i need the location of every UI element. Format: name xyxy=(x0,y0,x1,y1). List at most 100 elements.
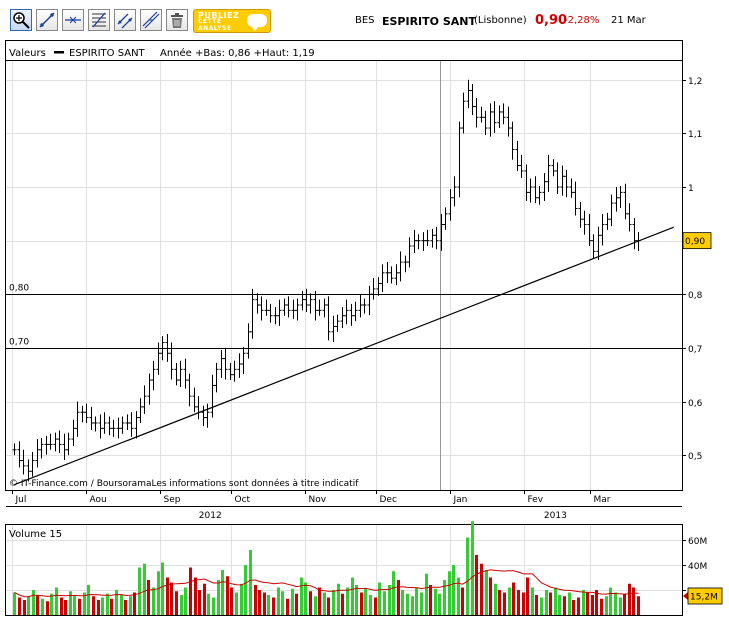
ohlc-bar xyxy=(151,360,156,391)
volume-bar xyxy=(475,555,478,615)
volume-bar xyxy=(600,598,603,615)
volume-bar xyxy=(221,570,224,615)
volume-bar xyxy=(281,591,284,615)
quote-date: 21 Mar xyxy=(611,15,646,26)
ohlc-bar xyxy=(596,226,601,260)
volume-bar xyxy=(360,592,363,615)
volume-bar xyxy=(434,588,437,615)
volume-bar xyxy=(628,583,631,615)
trendline-icon xyxy=(39,12,55,28)
fibonacci-tool[interactable] xyxy=(88,9,110,31)
ohlc-bar xyxy=(537,185,542,205)
volume-bar xyxy=(623,593,626,615)
ohlc-bar xyxy=(304,288,309,312)
ohlc-bar xyxy=(569,178,574,198)
ohlc-bar xyxy=(492,101,497,133)
ohlc-bar xyxy=(322,298,327,318)
volume-label: Volume 15 xyxy=(9,529,62,540)
volume-bar xyxy=(272,597,275,615)
ohlc-bar xyxy=(44,435,49,455)
volume-bar xyxy=(586,592,589,615)
quote-name: ESPIRITO SANT xyxy=(382,15,476,28)
support-line-label: 0,80 xyxy=(9,284,29,294)
volume-bar xyxy=(32,590,35,615)
x-axis: Jul Aou Sep Oct Nov Dec Jan Fev Mar 2012 2013 xyxy=(6,490,682,521)
month-label: Jul xyxy=(15,495,27,505)
quote-change: -2,28% xyxy=(564,15,600,26)
ohlc-bar xyxy=(129,412,134,437)
ohlc-bar xyxy=(452,176,457,207)
ohlc-bar xyxy=(605,212,610,230)
price-tick-label: 0,5 xyxy=(688,452,702,462)
ohlc-bar xyxy=(434,226,439,250)
volume-bar xyxy=(83,592,86,615)
volume-bar xyxy=(503,592,506,615)
volume-bar xyxy=(69,591,72,615)
ohlc-bar xyxy=(488,103,493,137)
ohlc-bar xyxy=(578,202,583,228)
ohlc-bar xyxy=(353,301,358,322)
ohlc-bar xyxy=(564,169,569,198)
ohlc-bar xyxy=(156,342,161,375)
last-volume-label: 15,2M xyxy=(690,593,718,603)
volume-bar xyxy=(240,583,243,615)
ohlc-bar xyxy=(147,373,152,405)
volume-bar xyxy=(55,587,58,615)
volume-bar xyxy=(207,593,210,615)
volume-bar xyxy=(425,573,428,615)
volume-bar xyxy=(549,592,552,615)
ohlc-bar xyxy=(389,266,394,284)
volume-bar xyxy=(166,577,169,615)
ohlc-bar xyxy=(483,110,488,136)
publish-analysis-button[interactable]: PUBLIEZ CETTE ANALYSE xyxy=(193,9,271,33)
ohlc-bar xyxy=(93,416,98,432)
volume-bar xyxy=(314,596,317,615)
ohlc-bar xyxy=(142,385,147,414)
volume-bar xyxy=(448,571,451,615)
ohlc-bar xyxy=(439,213,444,251)
volume-bar xyxy=(374,597,377,615)
volume-bar xyxy=(212,597,215,615)
ohlc-bar xyxy=(326,296,331,341)
volume-bar xyxy=(152,587,155,615)
volume-bar xyxy=(406,593,409,615)
volume-bar xyxy=(512,582,515,615)
trendline-tool[interactable] xyxy=(36,9,58,31)
zoom-tool[interactable] xyxy=(10,9,32,31)
fibonacci-icon xyxy=(92,12,106,28)
quote-price: 0,90 xyxy=(535,13,568,28)
volume-bar xyxy=(498,590,501,615)
ohlc-bar xyxy=(317,299,322,316)
ohlc-bar xyxy=(264,299,269,316)
volume-y-axis: 60M40M20M15,2M xyxy=(682,537,723,605)
channel-tool[interactable] xyxy=(140,9,162,31)
trendline xyxy=(14,226,674,486)
volume-bar xyxy=(355,585,358,615)
horizontal-line-icon xyxy=(65,16,81,24)
volume-bar xyxy=(194,577,197,615)
volume-bar xyxy=(267,595,270,615)
ohlc-bar xyxy=(591,234,596,259)
volume-bar xyxy=(249,550,252,615)
ohlc-bar xyxy=(412,229,417,253)
volume-bar xyxy=(101,597,104,615)
delete-tool[interactable] xyxy=(166,9,188,31)
parallel-lines-tool[interactable] xyxy=(114,9,136,31)
month-label: Oct xyxy=(235,495,251,505)
horizontal-line-tool[interactable] xyxy=(62,9,84,31)
ohlc-bar xyxy=(53,432,58,452)
volume-bar xyxy=(226,576,229,615)
ohlc-bar xyxy=(12,443,17,456)
price-tick-label: 0,7 xyxy=(688,345,702,355)
ohlc-bar xyxy=(416,234,421,250)
ohlc-bar xyxy=(241,346,246,375)
volume-bar xyxy=(415,587,418,615)
ohlc-bar xyxy=(376,277,381,296)
volume-bar xyxy=(595,590,598,615)
month-label: Fev xyxy=(528,495,544,505)
ohlc-bar xyxy=(407,237,412,268)
price-tick-label: 0,6 xyxy=(688,399,703,409)
ohlc-bar xyxy=(331,315,336,342)
ohlc-bar xyxy=(506,106,511,137)
